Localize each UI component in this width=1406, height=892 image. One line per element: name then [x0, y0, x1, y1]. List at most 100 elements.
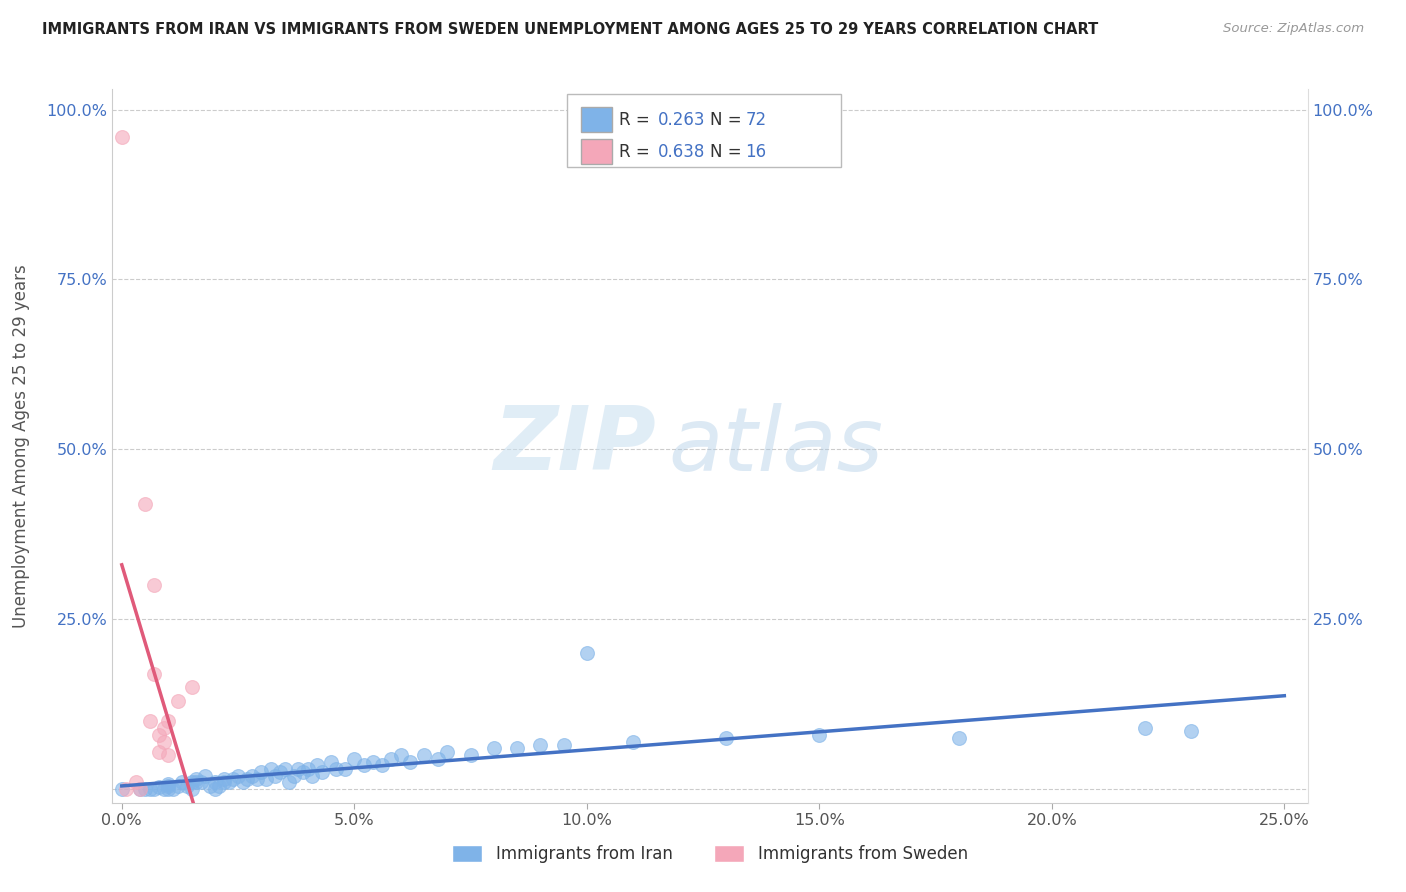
- Point: [115, 782, 138, 797]
- Text: 0.263: 0.263: [658, 111, 706, 128]
- Point: [371, 758, 394, 772]
- Point: [232, 775, 254, 789]
- Point: [152, 782, 174, 797]
- Text: 0.638: 0.638: [658, 143, 706, 161]
- Point: [166, 694, 188, 708]
- Point: [162, 782, 184, 797]
- Point: [212, 775, 235, 789]
- Point: [319, 755, 342, 769]
- Point: [269, 765, 291, 780]
- Point: [246, 772, 269, 786]
- Point: [134, 497, 156, 511]
- Text: 72: 72: [745, 111, 766, 128]
- Point: [427, 751, 450, 765]
- Point: [808, 728, 831, 742]
- Point: [389, 748, 412, 763]
- Point: [361, 755, 384, 769]
- Point: [250, 765, 273, 780]
- Point: [240, 769, 263, 783]
- Point: [166, 779, 188, 793]
- Point: [553, 738, 575, 752]
- Text: R =: R =: [619, 111, 655, 128]
- Point: [226, 769, 249, 783]
- Text: atlas: atlas: [668, 403, 883, 489]
- Point: [190, 775, 212, 789]
- Point: [180, 775, 202, 789]
- Point: [301, 769, 323, 783]
- Point: [325, 762, 347, 776]
- Point: [218, 775, 240, 789]
- Point: [143, 666, 166, 681]
- Point: [273, 762, 295, 776]
- Point: [297, 762, 319, 776]
- Point: [148, 728, 170, 742]
- Point: [148, 745, 170, 759]
- Point: [1133, 721, 1156, 735]
- Point: [254, 772, 277, 786]
- Point: [292, 765, 315, 780]
- Point: [716, 731, 738, 746]
- Point: [194, 769, 217, 783]
- Point: [143, 782, 166, 797]
- Text: R =: R =: [619, 143, 655, 161]
- Text: IMMIGRANTS FROM IRAN VS IMMIGRANTS FROM SWEDEN UNEMPLOYMENT AMONG AGES 25 TO 29 : IMMIGRANTS FROM IRAN VS IMMIGRANTS FROM …: [42, 22, 1098, 37]
- Point: [148, 780, 170, 794]
- Point: [460, 748, 482, 763]
- Point: [413, 748, 436, 763]
- Point: [287, 762, 309, 776]
- Point: [948, 731, 970, 746]
- Point: [138, 782, 160, 797]
- Point: [157, 714, 180, 729]
- Point: [180, 680, 202, 694]
- Point: [212, 772, 235, 786]
- Point: [353, 758, 375, 772]
- Point: [380, 751, 402, 765]
- Point: [129, 782, 152, 797]
- Point: [264, 769, 287, 783]
- Text: Source: ZipAtlas.com: Source: ZipAtlas.com: [1223, 22, 1364, 36]
- Point: [283, 769, 305, 783]
- Text: ZIP: ZIP: [494, 402, 657, 490]
- Point: [575, 646, 598, 660]
- Point: [259, 762, 281, 776]
- Point: [111, 782, 134, 797]
- Point: [311, 765, 333, 780]
- Point: [343, 751, 366, 765]
- Point: [307, 758, 329, 772]
- Point: [204, 782, 226, 797]
- Point: [204, 775, 226, 789]
- Point: [157, 777, 180, 791]
- Point: [198, 779, 221, 793]
- Point: [208, 779, 231, 793]
- Point: [152, 734, 174, 748]
- Point: [157, 748, 180, 763]
- Point: [236, 772, 259, 786]
- Point: [180, 782, 202, 797]
- Point: [157, 779, 180, 793]
- Text: 16: 16: [745, 143, 766, 161]
- Point: [436, 745, 458, 759]
- Point: [172, 775, 194, 789]
- Point: [621, 734, 644, 748]
- Text: N =: N =: [710, 111, 747, 128]
- Point: [186, 775, 208, 789]
- Point: [152, 721, 174, 735]
- Point: [143, 578, 166, 592]
- Y-axis label: Unemployment Among Ages 25 to 29 years: Unemployment Among Ages 25 to 29 years: [13, 264, 30, 628]
- Point: [125, 775, 148, 789]
- Point: [278, 775, 301, 789]
- Point: [157, 782, 180, 797]
- Point: [186, 772, 208, 786]
- Point: [482, 741, 505, 756]
- Point: [138, 714, 160, 729]
- Point: [222, 772, 245, 786]
- Point: [1180, 724, 1202, 739]
- Point: [506, 741, 529, 756]
- Point: [399, 755, 422, 769]
- Point: [529, 738, 551, 752]
- Text: N =: N =: [710, 143, 747, 161]
- Point: [111, 129, 134, 144]
- Point: [134, 782, 156, 797]
- Point: [176, 779, 198, 793]
- Point: [129, 782, 152, 797]
